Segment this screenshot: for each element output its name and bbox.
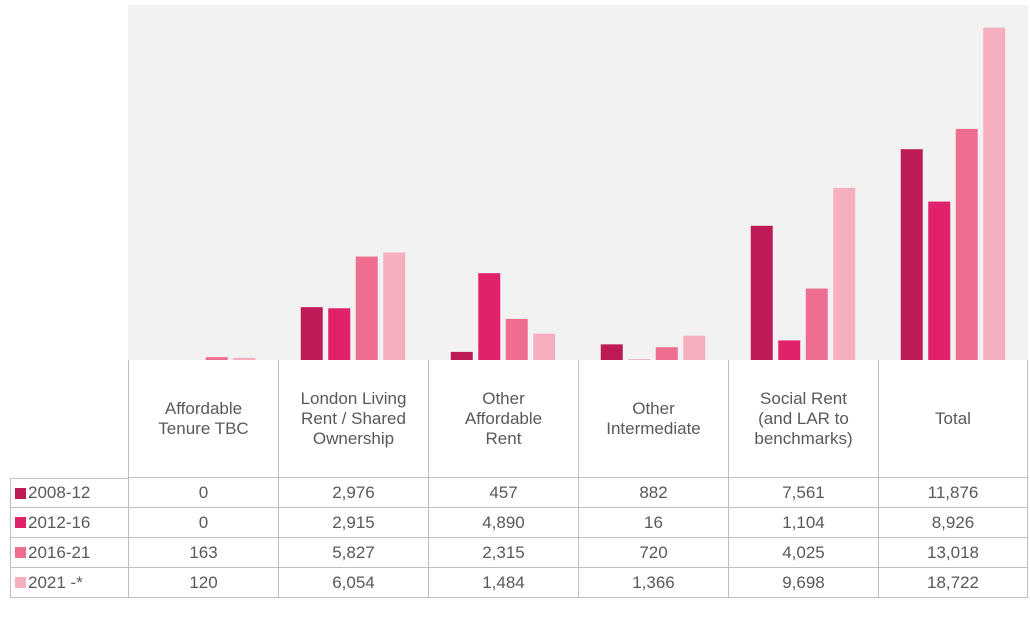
table-cell: 2,976 — [278, 478, 428, 508]
table-cell: 457 — [428, 478, 578, 508]
table-cell: 16 — [578, 508, 728, 538]
plot-background — [128, 5, 1028, 360]
legend-entry: 2008-12 — [10, 478, 128, 508]
bar — [928, 201, 951, 360]
bar — [355, 256, 378, 360]
category-label: Other Intermediate — [606, 398, 701, 438]
table-cell: 2,915 — [278, 508, 428, 538]
category-label: London Living Rent / Shared Ownership — [300, 388, 407, 448]
bar — [805, 288, 828, 360]
table-cell: 11,876 — [878, 478, 1028, 508]
category-label: Affordable Tenure TBC — [158, 398, 249, 438]
legend-label: 2021 -* — [28, 572, 83, 592]
category-header: Social Rent (and LAR to benchmarks) — [728, 360, 878, 478]
legend-entry: 2021 -* — [10, 568, 128, 598]
bar — [328, 308, 351, 360]
table-cell: 7,561 — [728, 478, 878, 508]
bar — [833, 187, 856, 360]
table-cell: 6,054 — [278, 568, 428, 598]
table-cell: 163 — [128, 538, 278, 568]
table-cell: 0 — [128, 508, 278, 538]
table-cell: 882 — [578, 478, 728, 508]
bar — [533, 333, 556, 360]
category-header: Total — [878, 360, 1028, 478]
category-label: Other Affordable Rent — [464, 388, 543, 448]
legend-entry: 2012-16 — [10, 508, 128, 538]
bar — [478, 273, 501, 360]
bar — [655, 347, 678, 360]
bar — [955, 128, 978, 360]
category-header: London Living Rent / Shared Ownership — [278, 360, 428, 478]
legend-swatch — [15, 487, 26, 499]
table-cell: 1,484 — [428, 568, 578, 598]
legend-label: 2016-21 — [28, 542, 91, 562]
table-cell: 5,827 — [278, 538, 428, 568]
table-cell: 1,104 — [728, 508, 878, 538]
plot — [128, 5, 1028, 360]
table-cell: 1,366 — [578, 568, 728, 598]
category-header: Other Intermediate — [578, 360, 728, 478]
legend-label: 2008-12 — [28, 483, 91, 502]
bar — [450, 351, 473, 360]
legend-label: 2012-16 — [28, 512, 91, 532]
bar — [983, 27, 1006, 360]
bar — [900, 149, 923, 360]
bar — [750, 225, 773, 360]
table-cell: 720 — [578, 538, 728, 568]
legend-swatch — [15, 577, 26, 588]
table-cell: 4,025 — [728, 538, 878, 568]
category-label: Total — [935, 408, 971, 428]
bar — [300, 307, 323, 360]
bar — [600, 344, 623, 360]
table-cell: 4,890 — [428, 508, 578, 538]
legend-entry: 2016-21 — [10, 538, 128, 568]
bar — [205, 357, 228, 360]
bar — [778, 340, 801, 360]
table-cell: 13,018 — [878, 538, 1028, 568]
category-header: Affordable Tenure TBC — [128, 360, 278, 478]
category-header: Other Affordable Rent — [428, 360, 578, 478]
category-label: Social Rent (and LAR to benchmarks) — [754, 388, 853, 448]
legend-swatch — [15, 517, 26, 528]
table-cell: 18,722 — [878, 568, 1028, 598]
table-cell: 0 — [128, 478, 278, 508]
bar — [683, 335, 706, 360]
table-cell: 2,315 — [428, 538, 578, 568]
bar — [505, 318, 528, 360]
table-cell: 120 — [128, 568, 278, 598]
legend-swatch — [15, 547, 26, 558]
bar — [383, 252, 406, 360]
table-cell: 8,926 — [878, 508, 1028, 538]
bar — [233, 357, 256, 360]
table-cell: 9,698 — [728, 568, 878, 598]
